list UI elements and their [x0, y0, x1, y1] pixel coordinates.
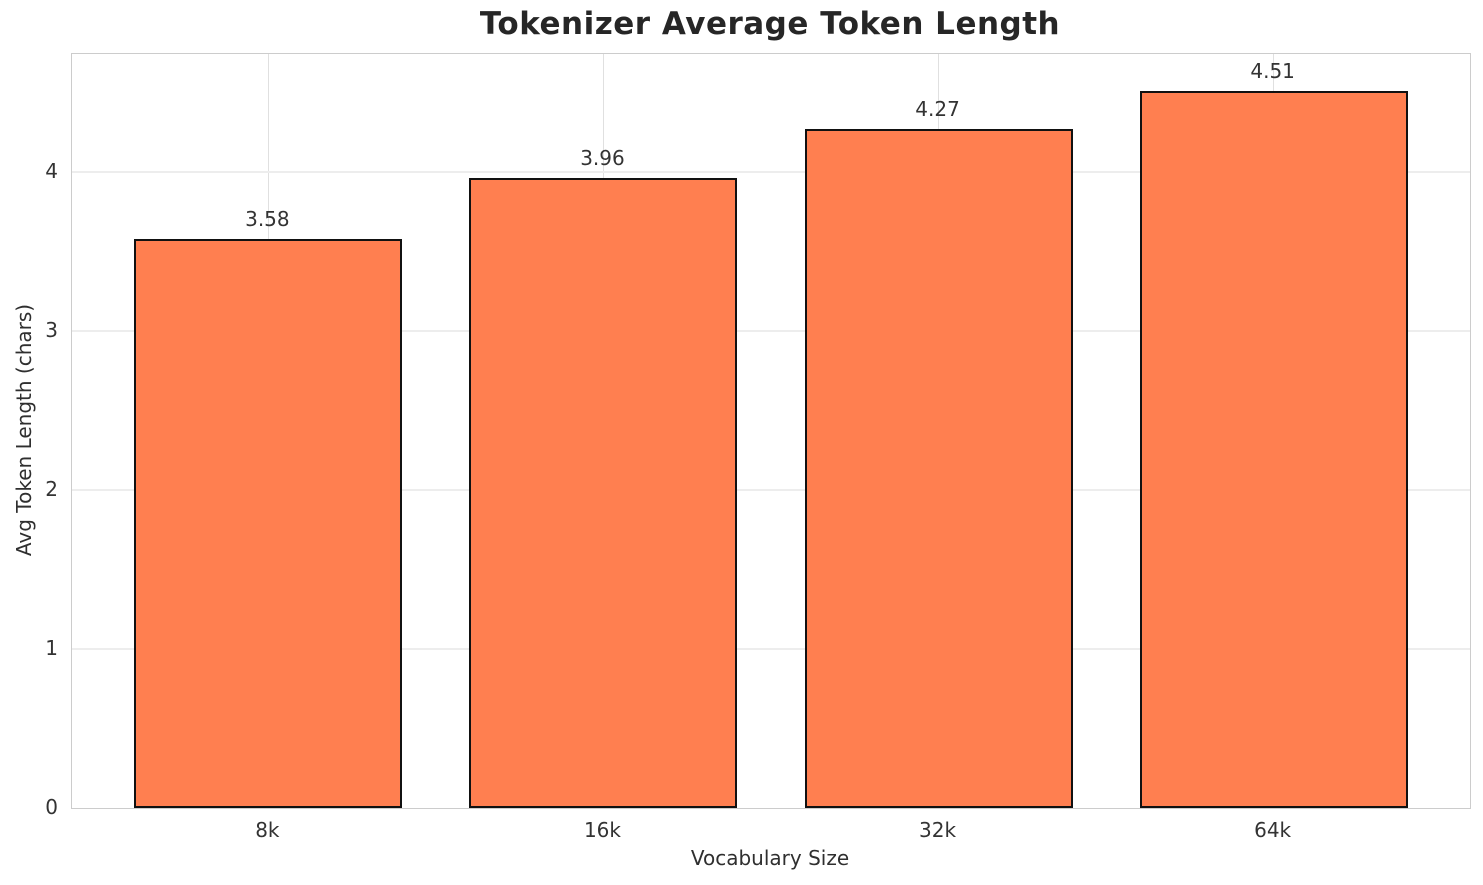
x-tick-label: 8k: [255, 818, 280, 842]
bar-value-label: 3.96: [580, 146, 625, 171]
y-tick-label: 4: [45, 158, 58, 183]
bar: [804, 128, 1073, 808]
y-tick-label: 3: [45, 317, 58, 342]
bar-value-label: 4.51: [1250, 58, 1295, 83]
y-tick-label: 0: [45, 795, 58, 819]
plot-area: [71, 53, 1471, 809]
bar-value-label: 4.27: [915, 96, 960, 121]
x-axis-label: Vocabulary Size: [690, 846, 850, 870]
x-tick-label: 64k: [1254, 818, 1292, 842]
x-tick-label: 16k: [583, 818, 621, 842]
h-gridline: [72, 488, 1470, 491]
h-gridline: [72, 170, 1470, 173]
x-tick-label: 32k: [919, 818, 957, 842]
chart-title: Tokenizer Average Token Length: [479, 6, 1061, 42]
h-gridline: [72, 647, 1470, 650]
bar: [1139, 90, 1408, 808]
bar-value-label: 3.58: [245, 206, 290, 231]
y-tick-label: 1: [45, 635, 58, 660]
bar: [134, 238, 403, 808]
bar: [469, 178, 738, 808]
y-tick-label: 2: [45, 476, 58, 501]
h-gridline: [72, 329, 1470, 332]
